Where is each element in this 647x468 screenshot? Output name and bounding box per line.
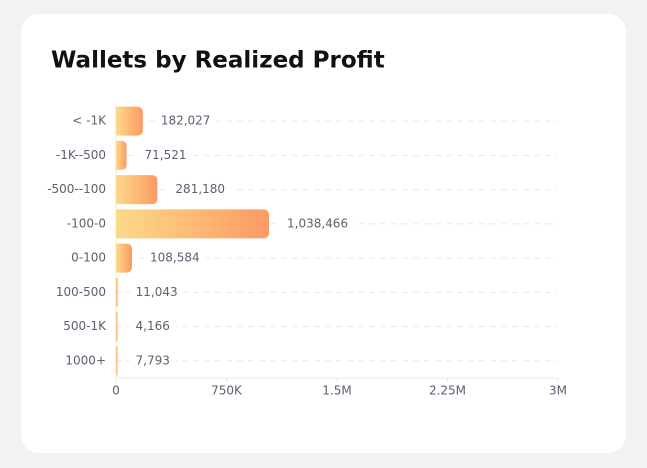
value-label-bg	[129, 319, 176, 334]
value-label: 4,166	[136, 319, 170, 333]
value-label: 108,584	[150, 251, 200, 265]
x-tick-label: 750K	[211, 384, 243, 398]
chart-title: Wallets by Realized Profit	[51, 48, 385, 74]
bar	[116, 277, 118, 307]
x-tick-label: 1.5M	[322, 384, 351, 398]
x-tick-label: 0	[112, 384, 120, 398]
y-tick-label: 100-500	[56, 285, 106, 299]
value-label-bg	[281, 216, 355, 231]
bar	[116, 106, 143, 136]
bar	[116, 346, 118, 376]
value-label: 182,027	[161, 114, 211, 128]
bar	[116, 312, 118, 342]
bar	[116, 140, 127, 170]
value-label-bg	[154, 113, 217, 128]
y-tick-label: 1000+	[65, 353, 106, 367]
bar	[116, 175, 158, 205]
value-label-bg	[143, 250, 206, 265]
value-label-bg	[129, 353, 176, 368]
x-tick-label: 2.25M	[429, 384, 466, 398]
value-label-bg	[169, 182, 232, 197]
y-tick-label: -1K--500	[56, 148, 106, 162]
value-label: 11,043	[136, 285, 178, 299]
y-tick-label: < -1K	[72, 114, 107, 128]
bar	[116, 209, 270, 239]
value-label-bg	[129, 284, 184, 299]
value-label: 71,521	[145, 148, 187, 162]
y-tick-label: -100-0	[67, 216, 106, 230]
value-label-bg	[138, 147, 193, 162]
value-label: 7,793	[136, 353, 170, 367]
y-tick-label: 0-100	[71, 251, 106, 265]
y-tick-label: -500--100	[47, 182, 106, 196]
value-label: 1,038,466	[287, 216, 348, 230]
y-tick-label: 500-1K	[63, 319, 107, 333]
value-label: 281,180	[175, 182, 225, 196]
bar	[116, 243, 132, 273]
x-tick-label: 3M	[549, 384, 567, 398]
